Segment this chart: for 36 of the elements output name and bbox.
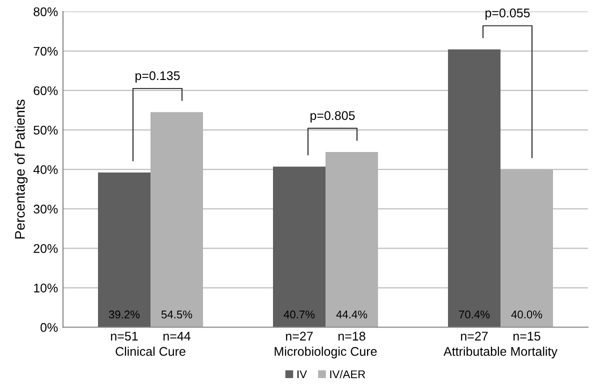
y-tick-label: 60% xyxy=(34,86,58,96)
data-label: 40.0% xyxy=(511,310,542,318)
y-tick-label: 70% xyxy=(34,46,58,56)
y-axis-title: Percentage of Patients xyxy=(14,100,28,239)
y-tick-label: 0% xyxy=(40,323,58,332)
bar xyxy=(326,152,378,328)
x-tick-label: Microbiologic Cure xyxy=(274,346,377,358)
y-tick-label: 10% xyxy=(34,284,58,292)
text: n=51 xyxy=(111,332,138,341)
annotation: p=0.805 xyxy=(310,111,355,122)
y-tick-label: 50% xyxy=(34,126,58,135)
text: n=27 xyxy=(461,332,488,340)
legend-label: IV/AER xyxy=(330,370,366,378)
text: n=18 xyxy=(338,332,366,341)
data-label: 39.2% xyxy=(108,310,140,318)
bar xyxy=(98,172,150,328)
text: n=27 xyxy=(286,332,313,340)
data-label: 44.4% xyxy=(336,310,368,318)
text: n=44 xyxy=(164,332,190,340)
data-label: 54.5% xyxy=(161,310,192,318)
data-label: 40.7% xyxy=(284,310,315,318)
y-tick-label: 80% xyxy=(34,7,58,16)
y-tick-label: 40% xyxy=(33,165,58,174)
x-tick-label: Attributable Mortality xyxy=(444,346,558,358)
legend-label: IV xyxy=(298,370,307,378)
y-tick-label: 20% xyxy=(34,244,58,253)
annotation: p=0.135 xyxy=(136,71,180,83)
data-label: 70.4% xyxy=(459,310,490,318)
bar xyxy=(150,112,203,328)
bar xyxy=(500,169,553,328)
bar xyxy=(448,49,500,328)
annotation: p=0.055 xyxy=(486,8,530,20)
bar xyxy=(273,166,326,328)
y-tick-label: 30% xyxy=(34,204,58,214)
x-tick-label: Clinical Cure xyxy=(116,346,186,356)
text: n=15 xyxy=(514,332,540,341)
